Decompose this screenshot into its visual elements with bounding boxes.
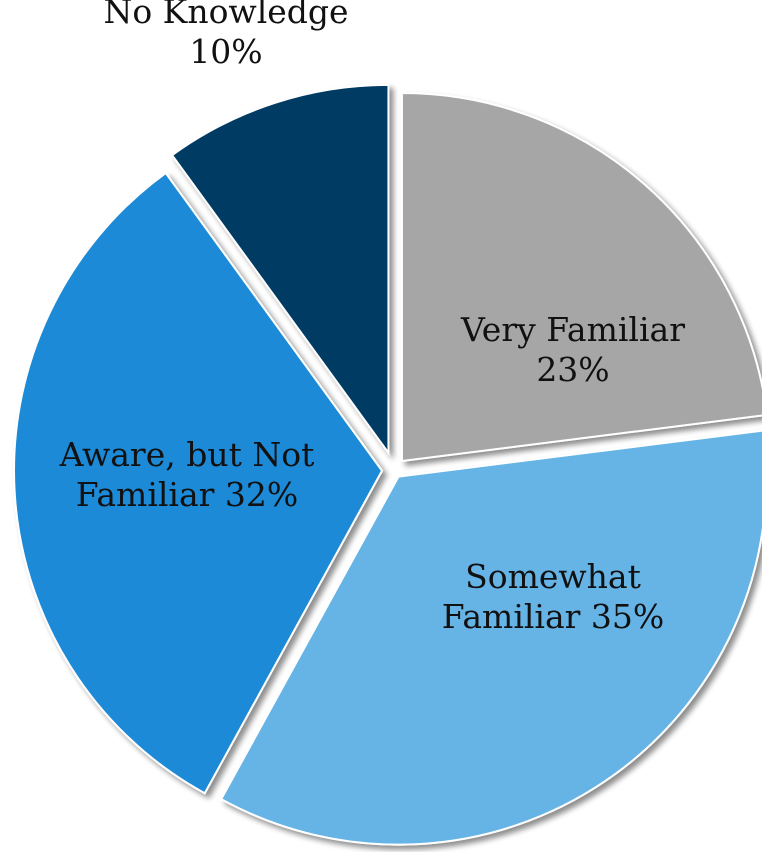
pie-slice-somewhat-familiar (219, 429, 762, 846)
pie-slice-aware-but-not-familiar (13, 171, 384, 795)
pie-slice-no-knowledge (170, 83, 390, 456)
pie-slice-very-familiar (400, 91, 762, 463)
data-label-aware-but-not-familiar: Aware, but Not Familiar 32% (59, 435, 315, 514)
data-label-very-familiar: Very Familiar 23% (460, 310, 685, 389)
data-label-line: Somewhat (465, 557, 641, 596)
data-label-line: 10% (189, 32, 262, 71)
pie-slices (13, 83, 762, 846)
data-label-no-knowledge: No Knowledge 10% (103, 0, 348, 71)
data-label-line: No Knowledge (103, 0, 348, 31)
data-label-somewhat-familiar: Somewhat Familiar 35% (442, 557, 665, 636)
pie-labels: Very Familiar 23% Somewhat Familiar 35% Awar… (59, 0, 686, 636)
data-label-line: 23% (536, 350, 609, 389)
data-label-line: Familiar 32% (76, 475, 299, 514)
data-label-line: Aware, but Not (59, 435, 315, 474)
data-label-line: Familiar 35% (442, 597, 665, 636)
data-label-line: Very Familiar (460, 310, 685, 349)
